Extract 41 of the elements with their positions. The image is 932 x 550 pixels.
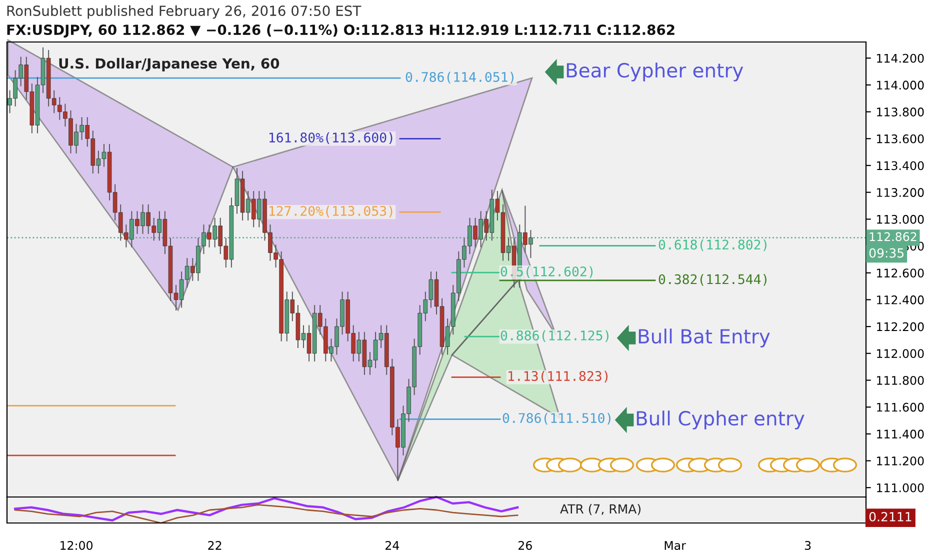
y-tick-label: 113.400 bbox=[877, 161, 924, 170]
y-tick-label: 113.800 bbox=[877, 108, 924, 116]
chart-title: RonSublett published February 26, 2016 07:50 EST bbox=[7, 5, 362, 19]
y-tick-label: 111.800 bbox=[877, 376, 924, 385]
y-tick-label: 112.000 bbox=[877, 349, 924, 358]
annotation: Bull Cypher entry bbox=[636, 410, 804, 430]
x-tick-label: 26 bbox=[518, 540, 532, 550]
y-tick-label: 112.600 bbox=[877, 268, 924, 278]
y-tick-label: 111.600 bbox=[877, 402, 924, 412]
y-tick-label: 113.600 bbox=[877, 134, 924, 144]
chart-subtitle: FX:USDJPY, 60 112.862 ▼ −0.126 (−0.11%) O:112.813 H:112.919 L:112.711 C:112.862 bbox=[7, 24, 674, 38]
ref-line-label: 0.786(111.510) bbox=[502, 412, 610, 425]
x-tick-label: 24 bbox=[386, 540, 400, 550]
text: 0.2111 bbox=[869, 512, 912, 522]
text: ATR (7, RMA) bbox=[560, 504, 640, 516]
ref-line-label: 0.886(112.125) bbox=[500, 330, 608, 342]
x-tick-label: Mar bbox=[664, 541, 686, 550]
ref-line-label: 0.618(112.802) bbox=[658, 239, 766, 252]
y-tick-label: 112.400 bbox=[877, 295, 924, 304]
x-tick-label: 22 bbox=[208, 540, 222, 550]
y-tick-label: 114.000 bbox=[877, 80, 924, 90]
annotation: U.S. Dollar/Japanese Yen, 60 bbox=[59, 58, 280, 72]
ref-line-label: 112.862 bbox=[870, 232, 916, 242]
ref-line-label: 0.382(112.544) bbox=[658, 274, 766, 286]
y-tick-label: 113.000 bbox=[877, 214, 924, 224]
y-tick-label: 112.200 bbox=[877, 322, 924, 332]
annotation: Bear Cypher entry bbox=[566, 62, 744, 82]
x-tick-label: 12:00 bbox=[60, 540, 92, 550]
ref-line-label: 0.5(112.602) bbox=[500, 266, 593, 278]
y-tick-label: 114.200 bbox=[877, 54, 924, 63]
y-tick-label: 111.000 bbox=[877, 483, 924, 492]
y-tick-label: 111.400 bbox=[877, 430, 924, 439]
y-tick-label: 113.200 bbox=[877, 188, 924, 197]
y-tick-label: 111.200 bbox=[877, 456, 924, 466]
annotation: Bull Bat Entry bbox=[638, 328, 770, 348]
ref-line-label: 0.786(114.051) bbox=[406, 72, 514, 84]
text: 09:35 bbox=[869, 248, 904, 258]
x-tick-label: 3 bbox=[804, 540, 811, 550]
ref-line-label: 127.20%(113.053) bbox=[269, 206, 392, 218]
ref-line-label: 161.80%(113.600) bbox=[269, 132, 392, 144]
ref-line-label: 1.13(111.823) bbox=[508, 370, 608, 383]
